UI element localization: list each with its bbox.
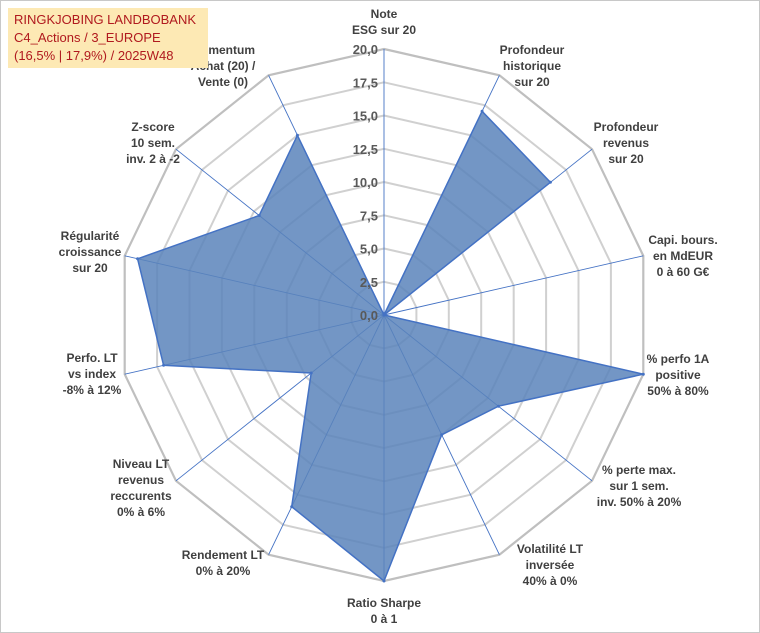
category-label-line: inv. 2 à -2 [126, 152, 180, 166]
category-label-line: % perte max. [602, 463, 676, 477]
series-point [496, 404, 500, 408]
category-label-line: Profondeur [500, 43, 565, 57]
category-label-line: Vente (0) [198, 75, 248, 89]
radial-tick-labels: 0,0 2,5 5,0 7,5 10,0 12,5 15,0 17,5 20,0 [353, 42, 378, 323]
category-label: Volatilité LT inversée 40% à 0% [517, 542, 584, 588]
series-point [295, 133, 299, 137]
category-label-line: historique [503, 59, 561, 73]
tick-label: 5,0 [360, 242, 378, 257]
category-label: Z-score 10 sem. inv. 2 à -2 [126, 120, 180, 166]
category-label-line: 0% à 6% [117, 505, 165, 519]
category-labels: Note ESG sur 20 Profondeur historique sur 20… [59, 7, 718, 626]
series-point [382, 579, 386, 583]
category-label-line: en MdEUR [653, 249, 713, 263]
category-label-line: Profondeur [594, 120, 659, 134]
category-label: Profondeur historique sur 20 [500, 43, 565, 89]
category-label-line: Niveau LT [113, 457, 170, 471]
tick-label: 7,5 [360, 208, 378, 223]
radar-spoke [383, 255, 644, 316]
category-label: Niveau LT revenus reccurents 0% à 6% [110, 457, 172, 519]
category-label-line: Rendement LT [182, 548, 265, 562]
category-label-line: Régularité [61, 229, 120, 243]
category-label-line: 40% à 0% [523, 574, 578, 588]
tick-label: 20,0 [353, 42, 378, 57]
series-point [290, 505, 294, 509]
series-point [382, 313, 386, 317]
category-label: % perte max. sur 1 sem. inv. 50% à 20% [597, 463, 682, 509]
category-label-line: % perfo 1A [647, 352, 710, 366]
category-label: Ratio Sharpe 0 à 1 [347, 596, 421, 626]
chart-title-box: RINGKJOBING LANDBOBANK C4_Actions / 3_EU… [8, 8, 208, 68]
category-label: Rendement LT 0% à 20% [182, 548, 265, 578]
series-point [641, 372, 645, 376]
category-label-line: Z-score [131, 120, 175, 134]
company-title: RINGKJOBING LANDBOBANK [14, 12, 197, 27]
category-subtitle: C4_Actions / 3_EUROPE [14, 30, 161, 45]
category-label-line: Note [371, 7, 398, 21]
tick-label: 15,0 [353, 109, 378, 124]
category-label-line: 0 à 60 G€ [657, 265, 710, 279]
tick-label: 10,0 [353, 175, 378, 190]
series-point [257, 214, 261, 217]
category-label-line: ESG sur 20 [352, 23, 416, 37]
category-label: Capi. bours. en MdEUR 0 à 60 G€ [648, 233, 717, 279]
series-point [480, 109, 484, 113]
category-label-line: inversée [526, 558, 575, 572]
category-label: Régularité croissance sur 20 [59, 229, 122, 275]
category-label: Profondeur revenus sur 20 [594, 120, 659, 166]
category-label-line: 10 sem. [131, 136, 175, 150]
category-label-line: 50% à 80% [647, 384, 709, 398]
category-label-line: reccurents [110, 489, 172, 503]
tick-label: 0,0 [360, 308, 378, 323]
radar-series [136, 109, 645, 583]
category-label: % perfo 1A positive 50% à 80% [647, 352, 710, 398]
category-label-line: sur 20 [608, 152, 644, 166]
category-label: Note ESG sur 20 [352, 7, 416, 37]
category-label-line: sur 1 sem. [609, 479, 668, 493]
series-point [440, 433, 444, 437]
performance-subtitle: (16,5% | 17,9%) / 2025W48 [14, 48, 174, 63]
series-point [309, 371, 313, 375]
tick-label: 17,5 [353, 75, 378, 90]
category-label-line: revenus [118, 473, 164, 487]
category-label-line: vs index [68, 367, 116, 381]
category-label: Perfo. LT vs index -8% à 12% [63, 351, 122, 397]
category-label-line: 0 à 1 [371, 612, 398, 626]
category-label-line: croissance [59, 245, 122, 259]
category-label-line: positive [655, 368, 701, 382]
series-point [162, 363, 166, 367]
category-label-line: Capi. bours. [648, 233, 717, 247]
tick-label: 2,5 [360, 275, 378, 290]
category-label-line: 0% à 20% [196, 564, 251, 578]
series-point [136, 257, 140, 261]
category-label-line: sur 20 [514, 75, 550, 89]
category-label-line: Ratio Sharpe [347, 596, 421, 610]
category-label-line: Perfo. LT [66, 351, 118, 365]
category-label-line: -8% à 12% [63, 383, 122, 397]
tick-label: 12,5 [353, 142, 378, 157]
category-label-line: sur 20 [72, 261, 108, 275]
category-label-line: Volatilité LT [517, 542, 584, 556]
category-label-line: revenus [603, 136, 649, 150]
category-label-line: inv. 50% à 20% [597, 495, 682, 509]
series-point [548, 180, 552, 184]
